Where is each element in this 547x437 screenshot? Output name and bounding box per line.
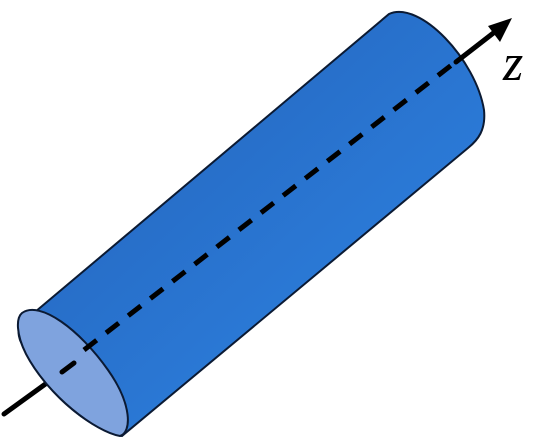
axis-label-z: z xyxy=(503,35,524,92)
cylinder-end-cap xyxy=(16,308,129,437)
axis-arrow-head xyxy=(488,18,512,42)
axis-dashed-line xyxy=(82,58,460,352)
axis-head-line xyxy=(453,28,499,65)
axis-cap-segment xyxy=(59,360,77,375)
